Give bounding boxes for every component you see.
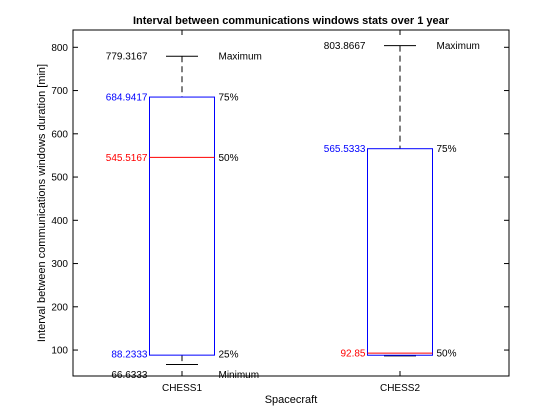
y-tick-label: 400 (51, 216, 68, 227)
annotation-value-max: 779.3167 (106, 52, 148, 63)
annotation-label-median: 50% (219, 153, 239, 164)
annotation-value-max: 803.8667 (324, 41, 366, 52)
y-tick-label: 200 (51, 302, 68, 313)
x-axis-label: Spacecraft (265, 394, 318, 406)
y-axis-label: Interval between communications windows … (36, 64, 48, 342)
annotation-value-median: 92.85 (340, 349, 365, 360)
annotation-value-q3: 684.9417 (106, 93, 148, 104)
y-tick-label: 600 (51, 129, 68, 140)
annotation-value-median: 545.5167 (106, 153, 148, 164)
x-tick-label: CHESS2 (380, 383, 420, 394)
y-tick-label: 300 (51, 259, 68, 270)
annotation-label-max: Maximum (437, 41, 480, 52)
annotation-label-median: 50% (437, 349, 457, 360)
annotation-value-q3: 565.5333 (324, 144, 366, 155)
annotation-value-min: 66.6333 (111, 370, 148, 381)
y-tick-label: 700 (51, 86, 68, 97)
y-tick-label: 100 (51, 346, 68, 357)
annotation-label-min: Minimum (219, 370, 260, 381)
plot-area (73, 30, 509, 376)
annotation-label-q3: 75% (437, 144, 457, 155)
annotation-value-q1: 88.2333 (111, 350, 148, 361)
annotation-label-max: Maximum (219, 52, 262, 63)
y-tick-label: 500 (51, 173, 68, 184)
chart-title: Interval between communications windows … (133, 15, 450, 27)
x-tick-label: CHESS1 (162, 383, 202, 394)
y-tick-label: 800 (51, 43, 68, 54)
annotation-label-q1: 25% (219, 350, 239, 361)
annotation-label-q3: 75% (219, 93, 239, 104)
